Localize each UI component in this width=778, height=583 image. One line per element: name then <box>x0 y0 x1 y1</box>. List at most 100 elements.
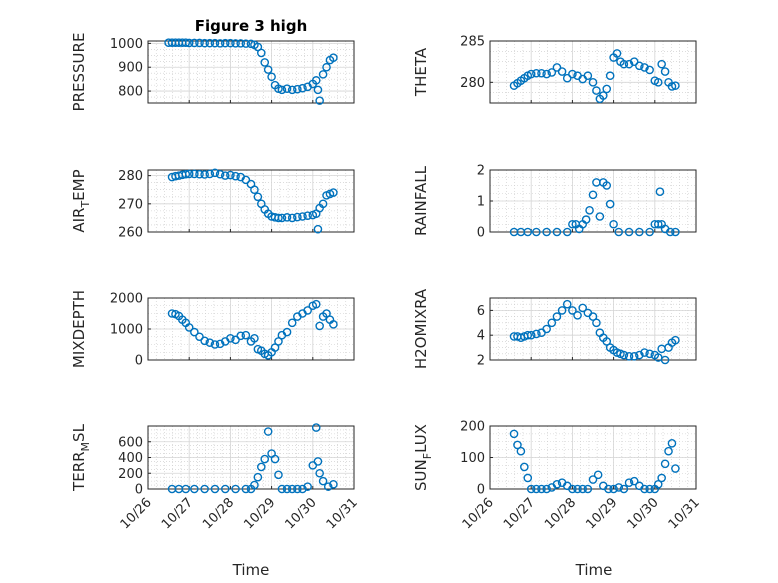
data-point <box>588 190 598 200</box>
data-point <box>583 71 593 81</box>
data-point <box>602 84 612 94</box>
data-point <box>303 211 312 220</box>
y-tick-label: 4 <box>477 329 485 344</box>
data-point <box>552 479 562 489</box>
data-point <box>250 185 259 195</box>
data-point <box>277 85 287 95</box>
y-tick-label: 600 <box>118 435 143 450</box>
y-tick-label: 2 <box>477 354 485 369</box>
data-point <box>604 484 613 494</box>
data-point <box>274 337 283 346</box>
x-axis-label-right: Time <box>575 561 613 579</box>
data-point <box>671 464 680 473</box>
data-point <box>526 330 536 340</box>
data-point <box>660 67 670 76</box>
data-point <box>588 78 598 87</box>
y-tick-label: 900 <box>118 61 143 76</box>
data-point <box>645 484 654 494</box>
x-tick-label: 10/26 <box>118 495 155 532</box>
data-point <box>241 39 251 48</box>
figure-title: Figure 3 high <box>195 17 308 35</box>
y-tick-label: 0 <box>477 226 485 241</box>
subplot-mixdepth: 0 1000 2000 MIXDEPTH <box>70 290 355 369</box>
data-point <box>671 227 680 237</box>
data-point <box>293 84 302 94</box>
data-point <box>293 484 302 494</box>
y-tick-label: 1 <box>477 195 485 210</box>
data-point <box>592 86 601 95</box>
data-point <box>653 479 663 489</box>
data-point <box>624 478 634 488</box>
data-point <box>313 457 323 466</box>
data-point <box>653 78 663 87</box>
data-point <box>220 38 230 48</box>
x-tick-label: 10/27 <box>159 495 196 532</box>
data-point <box>588 475 598 484</box>
y-tick-label: 280 <box>460 76 485 91</box>
data-point <box>315 321 324 331</box>
data-point <box>236 39 245 48</box>
data-point <box>282 327 292 337</box>
subplot-sun-flux: 0 100 200 10/26 10/27 10/28 10/29 10/30 10/31 SUN… <box>412 420 703 533</box>
data-point <box>516 446 526 456</box>
data-point <box>311 423 321 432</box>
data-point <box>624 227 634 237</box>
data-point <box>293 212 302 222</box>
data-point <box>619 59 629 69</box>
data-point <box>664 446 673 456</box>
data-point <box>241 484 251 494</box>
data-point <box>645 227 654 237</box>
data-point <box>655 187 665 196</box>
data-point <box>329 320 338 329</box>
data-point <box>640 484 649 494</box>
data-point <box>542 484 551 494</box>
y-tick-label: 0 <box>135 354 143 369</box>
y-tick-label: 280 <box>118 169 143 184</box>
data-point <box>624 59 634 69</box>
y-tick-label: 100 <box>460 451 485 466</box>
data-point <box>195 332 204 342</box>
data-point <box>205 38 215 48</box>
data-point <box>253 192 263 202</box>
data-point <box>532 329 541 339</box>
data-point <box>274 470 283 480</box>
data-point <box>250 333 259 343</box>
x-tick-label: 10/28 <box>542 495 579 532</box>
data-point <box>181 38 191 47</box>
data-point <box>184 38 194 48</box>
data-point <box>568 484 577 494</box>
data-point <box>287 85 297 95</box>
data-point <box>329 188 338 197</box>
data-point <box>657 59 666 69</box>
data-point <box>256 462 266 472</box>
data-point <box>263 65 273 74</box>
data-point <box>523 330 533 340</box>
series-theta <box>509 49 680 104</box>
data-point <box>653 219 663 229</box>
data-point <box>605 71 615 81</box>
data-point <box>667 82 677 91</box>
y-axis-label: MIXDEPTH <box>70 290 88 368</box>
data-point <box>260 454 270 464</box>
data-point <box>612 49 622 58</box>
y-tick-label: 200 <box>118 467 143 482</box>
data-point <box>315 96 324 105</box>
data-point <box>629 351 639 361</box>
data-point <box>629 476 639 486</box>
data-point <box>657 473 666 483</box>
data-point <box>205 169 215 179</box>
data-point <box>526 484 536 494</box>
series-sun-flux <box>509 429 680 494</box>
y-tick-label: 800 <box>118 85 143 100</box>
data-point <box>640 348 649 357</box>
data-point <box>226 170 235 180</box>
data-point <box>660 459 670 469</box>
data-point <box>640 63 649 72</box>
data-point <box>592 318 601 328</box>
series-terr-msl <box>167 423 338 494</box>
data-point <box>322 309 331 318</box>
data-point <box>318 476 328 486</box>
data-point <box>277 484 287 494</box>
data-point <box>311 76 321 85</box>
data-point <box>190 38 199 48</box>
